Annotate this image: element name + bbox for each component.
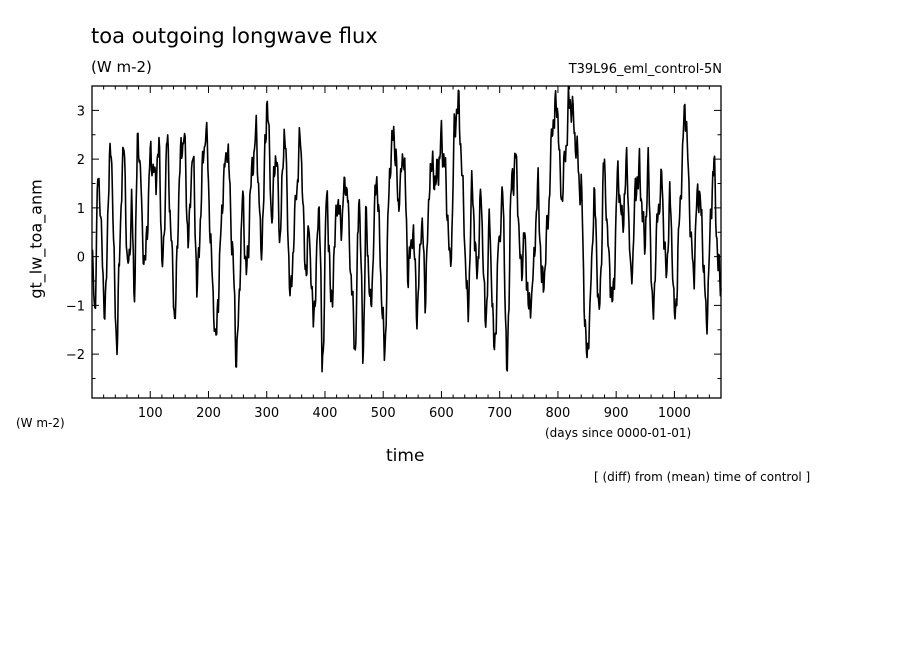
- y-tick-label: 3: [77, 104, 85, 119]
- x-tick-label: 500: [371, 406, 396, 421]
- x-tick-label: 1000: [658, 406, 691, 421]
- experiment-label: T39L96_eml_control-5N: [568, 62, 722, 77]
- y-tick-label: −1: [66, 299, 85, 314]
- x-tick-label: 900: [604, 406, 629, 421]
- x-tick-label: 700: [487, 406, 512, 421]
- chart-units: (W m-2): [91, 58, 152, 76]
- x-tick-label: 400: [313, 406, 338, 421]
- x-axis-units: (days since 0000-01-01): [545, 426, 692, 440]
- chart-title: toa outgoing longwave flux: [91, 24, 378, 48]
- x-tick-label: 800: [546, 406, 571, 421]
- chart-note: [ (diff) from (mean) time of control ]: [594, 470, 811, 484]
- x-tick-label: 100: [138, 406, 163, 421]
- x-tick-label: 200: [196, 406, 221, 421]
- y-tick-label: 2: [77, 153, 85, 168]
- y-tick-label: 0: [77, 251, 85, 266]
- y-axis-units: (W m-2): [16, 416, 65, 430]
- x-tick-label: 600: [429, 406, 454, 421]
- x-tick-label: 300: [254, 406, 279, 421]
- y-tick-label: −2: [66, 348, 85, 363]
- y-tick-label: 1: [77, 202, 85, 217]
- x-axis-label: time: [386, 446, 425, 466]
- series-line: [91, 86, 722, 373]
